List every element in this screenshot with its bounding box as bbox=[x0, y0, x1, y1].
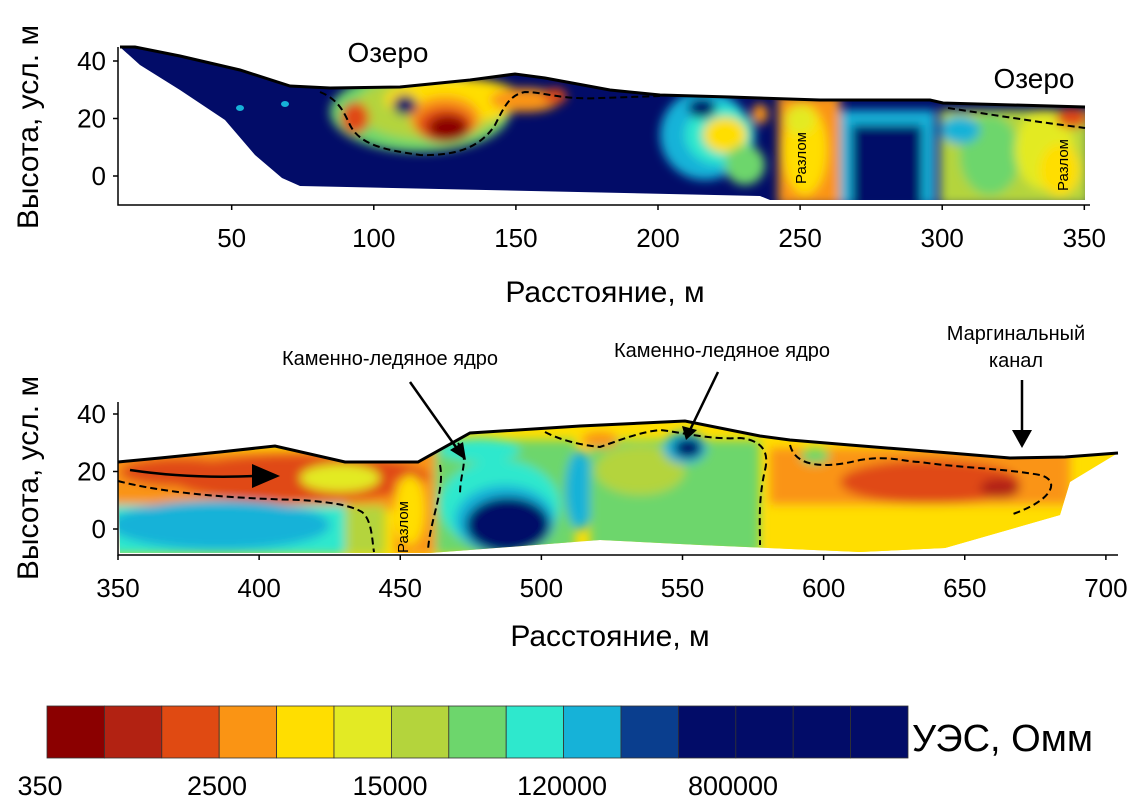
colorbar-tick-label: 800000 bbox=[688, 771, 778, 798]
colorbar-cell bbox=[46, 705, 105, 759]
colorbar-cells bbox=[46, 705, 909, 759]
bottom-flow-arrow bbox=[129, 468, 256, 478]
x-tick-label: 500 bbox=[520, 573, 563, 603]
annotation-marginal-1: Маргинальный bbox=[947, 323, 1085, 345]
colorbar-tick-label: 120000 bbox=[517, 771, 607, 798]
x-tick-label: 100 bbox=[352, 223, 395, 253]
colorbar-cell bbox=[448, 705, 507, 759]
bottom-y-axis-label: Высота, усл. м bbox=[12, 376, 45, 580]
x-tick-label: 700 bbox=[1084, 573, 1127, 603]
bottom-surface-line bbox=[117, 419, 1119, 464]
y-tick-label: 0 bbox=[92, 514, 106, 544]
colorbar-cell bbox=[620, 705, 679, 759]
bottom-fault-label: Разлом bbox=[395, 501, 412, 553]
x-tick-label: 400 bbox=[237, 573, 280, 603]
top-x-axis-label: Расстояние, м bbox=[505, 276, 704, 309]
annotation-core-2: Каменно-ледяное ядро bbox=[614, 340, 830, 362]
colorbar-title: УЭС, Омм bbox=[912, 718, 1093, 760]
colorbar-cell bbox=[104, 705, 163, 759]
top-axes-frame bbox=[117, 47, 1090, 206]
x-tick-label: 550 bbox=[661, 573, 704, 603]
top-x-ticks: 50 100 150 200 250 300 350 bbox=[217, 205, 1106, 253]
top-heatmap bbox=[120, 47, 1085, 200]
x-tick-label: 450 bbox=[379, 573, 422, 603]
annotation-arrows bbox=[408, 371, 1032, 460]
x-tick-label: 600 bbox=[802, 573, 845, 603]
annotation-core-1: Каменно-ледяное ядро bbox=[282, 348, 498, 370]
top-panel: Озеро Озеро Разлом Разлом 50 100 150 200 250… bbox=[12, 25, 1106, 309]
colorbar-cell bbox=[678, 705, 737, 759]
bottom-x-ticks: 350 400 450 500 550 600 650 700 bbox=[96, 555, 1128, 603]
colorbar: 350 2500 15000 120000 800000 УЭС, Омм bbox=[17, 705, 1093, 798]
top-boundaries bbox=[319, 90, 1086, 157]
colorbar-cell bbox=[735, 705, 794, 759]
colorbar-cell bbox=[333, 705, 392, 759]
y-tick-label: 40 bbox=[77, 46, 106, 76]
bottom-flow-arrowhead bbox=[252, 464, 280, 488]
x-tick-label: 350 bbox=[96, 573, 139, 603]
colorbar-cell bbox=[792, 705, 852, 759]
y-tick-label: 20 bbox=[77, 104, 106, 134]
colorbar-cell bbox=[276, 705, 335, 759]
top-lake-label-right: Озеро bbox=[993, 63, 1074, 94]
colorbar-tick-label: 15000 bbox=[352, 771, 427, 798]
colorbar-tick-labels: 350 2500 15000 120000 800000 bbox=[17, 771, 778, 798]
annotation-marginal-2: канал bbox=[989, 350, 1043, 372]
top-lake-label-left: Озеро bbox=[347, 37, 428, 68]
bottom-panel: Каменно-ледяное ядро Каменно-ледяное ядр… bbox=[12, 323, 1128, 653]
colorbar-tick-label: 2500 bbox=[187, 771, 247, 798]
bottom-x-axis-label: Расстояние, м bbox=[510, 620, 709, 653]
x-tick-label: 200 bbox=[636, 223, 679, 253]
x-tick-label: 650 bbox=[943, 573, 986, 603]
top-y-axis-label: Высота, усл. м bbox=[12, 25, 45, 229]
colorbar-cell bbox=[505, 705, 565, 759]
colorbar-cell bbox=[218, 705, 277, 759]
y-tick-label: 20 bbox=[77, 457, 106, 487]
x-tick-label: 50 bbox=[217, 223, 246, 253]
y-tick-label: 0 bbox=[92, 161, 106, 191]
top-fault-label-1: Разлом bbox=[793, 132, 810, 184]
bottom-y-ticks: 0 20 40 bbox=[77, 399, 118, 544]
colorbar-cell bbox=[563, 705, 622, 759]
x-tick-label: 250 bbox=[778, 223, 821, 253]
x-tick-label: 350 bbox=[1063, 223, 1106, 253]
x-tick-label: 300 bbox=[921, 223, 964, 253]
x-tick-label: 150 bbox=[494, 223, 537, 253]
top-fault-label-2: Разлом bbox=[1055, 139, 1072, 191]
colorbar-tick-label: 350 bbox=[17, 771, 62, 798]
top-y-ticks: 0 20 40 bbox=[77, 46, 118, 191]
colorbar-cell bbox=[390, 705, 450, 759]
top-surface-line bbox=[120, 45, 1086, 109]
colorbar-cell bbox=[161, 705, 220, 759]
y-tick-label: 40 bbox=[77, 399, 106, 429]
colorbar-cell bbox=[850, 705, 909, 759]
